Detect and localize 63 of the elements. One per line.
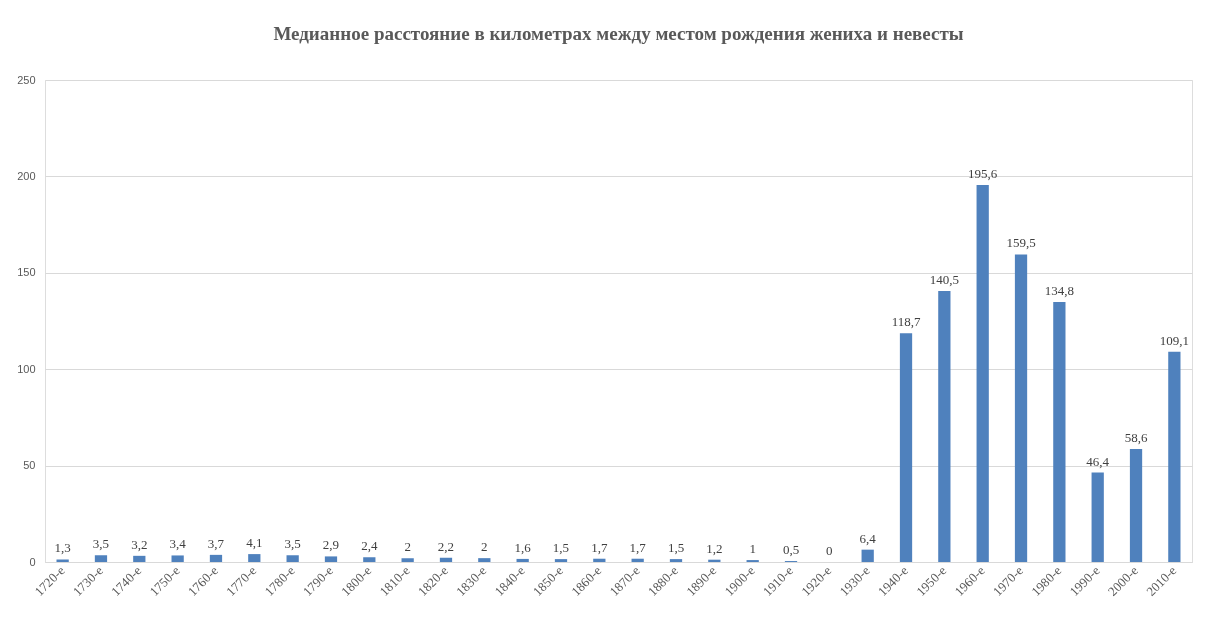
data-label: 6,4 (859, 530, 877, 546)
y-tick-label: 200 (17, 169, 36, 182)
data-label: 195,6 (968, 165, 998, 181)
data-label: 0,5 (782, 542, 800, 558)
bar (363, 557, 376, 562)
data-label: 3,5 (284, 536, 301, 552)
bar (938, 291, 951, 562)
bar (1168, 351, 1181, 562)
data-label: 0 (826, 543, 833, 558)
data-label: 2 (481, 539, 488, 555)
data-label: 3,2 (131, 536, 148, 552)
bar (401, 558, 414, 562)
bar (593, 558, 606, 562)
data-label: 3,5 (92, 536, 110, 552)
bar (516, 558, 529, 562)
bar (171, 555, 184, 562)
data-label: 1,7 (591, 539, 608, 555)
bar (439, 557, 453, 562)
data-label: 1,6 (514, 539, 532, 555)
y-tick-label: 150 (17, 266, 36, 279)
bar (631, 558, 644, 562)
bar (324, 556, 338, 562)
data-label: 118,7 (891, 314, 921, 330)
bar (478, 558, 491, 562)
data-label: 4,1 (246, 535, 263, 551)
bar (1129, 449, 1143, 562)
y-tick-label: 0 (29, 555, 36, 568)
data-label: 58,6 (1124, 430, 1148, 446)
data-label: 1,7 (629, 539, 647, 555)
data-label: 140,5 (929, 272, 959, 288)
data-label: 1,2 (706, 540, 723, 556)
bar (248, 554, 261, 562)
data-label: 1,5 (552, 540, 570, 556)
bar (899, 333, 913, 562)
bar (1014, 254, 1028, 562)
data-label: 46,4 (1086, 453, 1110, 469)
bar (554, 559, 568, 562)
data-label: 2 (404, 539, 411, 555)
data-label: 134,8 (1044, 283, 1074, 299)
data-label: 2,2 (437, 538, 455, 554)
data-label: 3,4 (169, 536, 187, 552)
bar (1053, 302, 1066, 562)
data-label: 2,9 (322, 537, 340, 553)
bar (669, 559, 683, 562)
bar (133, 555, 146, 562)
bar (1091, 472, 1104, 562)
data-label: 1,5 (667, 540, 685, 556)
bar (976, 184, 989, 562)
data-label: 159,5 (1006, 235, 1036, 251)
data-label: 109,1 (1159, 332, 1189, 348)
y-tick-label: 50 (23, 459, 36, 472)
bar (56, 559, 69, 562)
data-label: 3,7 (207, 535, 225, 551)
data-label: 1 (749, 541, 756, 557)
y-tick-label: 250 (17, 73, 36, 86)
bar (94, 555, 108, 562)
bar (861, 549, 874, 562)
chart-title: Медианное расстояние в километрах между местом рождения жениха и невесты (273, 23, 964, 44)
data-label: 2,4 (361, 538, 378, 554)
data-label: 1,3 (54, 540, 71, 556)
bar (209, 554, 223, 562)
bar (286, 555, 299, 562)
y-tick-label: 100 (17, 362, 36, 375)
